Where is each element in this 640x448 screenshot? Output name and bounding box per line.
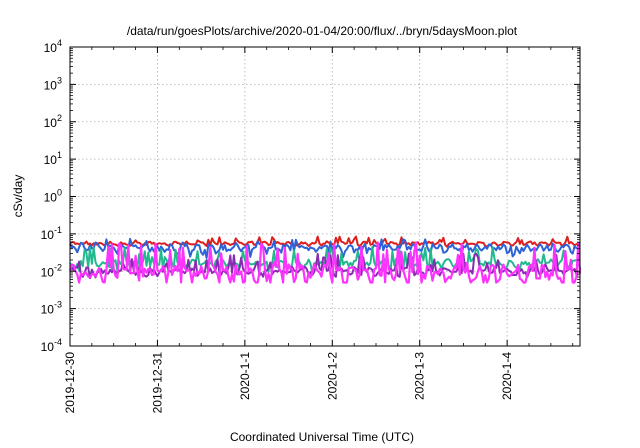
x-tick-label: 2019-12-30 xyxy=(63,352,77,414)
y-tick-label: 10-3 xyxy=(41,300,62,317)
y-tick-label: 10-2 xyxy=(41,262,62,279)
y-tick-label: 10-4 xyxy=(41,337,62,354)
x-axis: 2019-12-30 2019-12-31 2020-1-1 2020-1-2 2020… xyxy=(63,47,574,414)
y-tick-label: 101 xyxy=(44,150,62,167)
series-group xyxy=(68,235,582,284)
x-tick-label: 2020-1-4 xyxy=(500,352,514,400)
y-tick-label: 103 xyxy=(44,75,62,92)
x-tick-label: 2020-1-1 xyxy=(238,352,252,400)
y-tick-label: 10-1 xyxy=(41,225,62,242)
y-tick-label: 100 xyxy=(44,188,62,205)
chart-title: /data/run/goesPlots/archive/2020-01-04/2… xyxy=(127,24,518,38)
y-tick-label: 102 xyxy=(44,113,62,130)
x-tick-label: 2019-12-31 xyxy=(150,352,164,414)
y-tick-label: 104 xyxy=(44,38,62,55)
x-tick-label: 2020-1-2 xyxy=(325,352,339,400)
y-axis: 10-4 10-3 10-2 10-1 100 101 102 103 104 xyxy=(41,38,580,354)
grid xyxy=(70,47,580,346)
x-axis-label: Coordinated Universal Time (UTC) xyxy=(230,430,414,444)
x-tick-label: 2020-1-3 xyxy=(413,352,427,400)
y-axis-label: cSv/day xyxy=(11,175,25,218)
series-line-5 xyxy=(68,241,582,284)
